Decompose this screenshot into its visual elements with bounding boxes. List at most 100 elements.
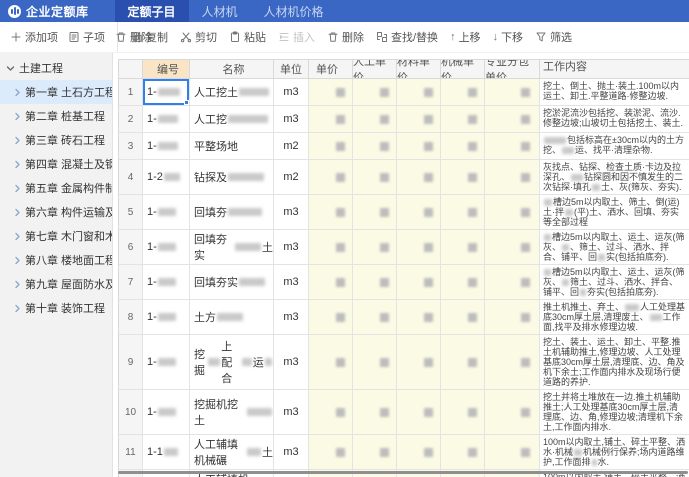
tree-item-chapter-3[interactable]: 第三章 砖石工程 (0, 128, 112, 152)
labor-price-cell[interactable] (353, 106, 397, 133)
labor-price-cell[interactable] (353, 265, 397, 300)
unit-price-cell[interactable] (309, 335, 353, 390)
unit-price-cell[interactable] (309, 435, 353, 470)
work-content-cell[interactable]: 槽边5m以内取土、运土、运灰(筛灰、 、筛土、过斗、洒水、拌合、铺平、回 实(包括拍… (540, 230, 689, 265)
column-header-0[interactable]: 编号 (143, 60, 190, 79)
tree-item-chapter-8[interactable]: 第八章 楼地面工程 (0, 248, 112, 272)
work-content-cell[interactable]: 槽边5m以内取土、筛土、倒(运)土·拌 (平)土、洒水、回填、夯实等全部过程 (540, 195, 689, 230)
material-price-cell[interactable] (397, 390, 441, 435)
subcontract-price-cell[interactable] (485, 79, 540, 106)
filter-button[interactable]: 筛选 (530, 26, 577, 48)
name-cell[interactable]: 挖掘机挖土 (190, 390, 274, 435)
subcontract-price-cell[interactable] (485, 265, 540, 300)
unit-cell[interactable]: m3 (274, 79, 309, 106)
row-number-cell[interactable]: 9 (119, 335, 143, 390)
work-content-cell[interactable]: 挖土并将土堆放在一边.推土机辅助推土;人工处理基底30cm厚土层,清理底、边、角… (540, 390, 689, 435)
machine-price-cell[interactable] (441, 133, 485, 160)
material-price-cell[interactable] (397, 435, 441, 470)
unit-cell[interactable]: m3 (274, 195, 309, 230)
row-number-cell[interactable]: 5 (119, 195, 143, 230)
labor-price-cell[interactable] (353, 435, 397, 470)
name-cell[interactable]: 挖掘 上配合运 (190, 335, 274, 390)
work-content-cell[interactable]: 挖土、倒土、抛土·装土.100m以内运土、卸土.平整道路·修整边坡. (540, 79, 689, 106)
code-cell[interactable]: 1-1 (143, 435, 190, 470)
name-cell[interactable]: 回填夯 (190, 195, 274, 230)
unit-cell[interactable]: m2 (274, 133, 309, 160)
column-header-5[interactable]: 材料单价 (397, 60, 441, 79)
code-cell[interactable]: 1- (143, 79, 190, 106)
move-down-button[interactable]: ↓ 下移 (488, 26, 529, 48)
row-number-cell[interactable]: 6 (119, 230, 143, 265)
unit-price-cell[interactable] (309, 390, 353, 435)
tree-item-chapter-7[interactable]: 第七章 木门窗和木结.. (0, 224, 112, 248)
name-cell[interactable]: 人工挖 (190, 106, 274, 133)
labor-price-cell[interactable] (353, 390, 397, 435)
labor-price-cell[interactable] (353, 133, 397, 160)
name-cell[interactable]: 人工挖土 (190, 79, 274, 106)
column-header-4[interactable]: 人工单价 (353, 60, 397, 79)
machine-price-cell[interactable] (441, 106, 485, 133)
name-cell[interactable]: 钻探及 (190, 160, 274, 195)
work-content-cell[interactable]: 挖淤泥流沙包括挖、装淤泥、流沙.修整边坡;山坡切土包括挖土、装土. (540, 106, 689, 133)
labor-price-cell[interactable] (353, 79, 397, 106)
find-replace-button[interactable]: 查找/替换 (371, 26, 443, 48)
labor-price-cell[interactable] (353, 335, 397, 390)
name-cell[interactable]: 土方 (190, 300, 274, 335)
unit-cell[interactable]: m3 (274, 390, 309, 435)
code-cell[interactable]: 1-2 (143, 160, 190, 195)
code-cell[interactable]: 1- (143, 300, 190, 335)
unit-price-cell[interactable] (309, 79, 353, 106)
code-cell[interactable]: 1- (143, 390, 190, 435)
unit-price-cell[interactable] (309, 133, 353, 160)
subcontract-price-cell[interactable] (485, 300, 540, 335)
tab-quota-subitems[interactable]: 定额子目 (114, 0, 189, 22)
column-header-6[interactable]: 机械单价 (441, 60, 485, 79)
name-cell[interactable]: 平整场地 (190, 133, 274, 160)
unit-price-cell[interactable] (309, 195, 353, 230)
code-cell[interactable]: 1- (143, 106, 190, 133)
unit-cell[interactable]: m3 (274, 435, 309, 470)
machine-price-cell[interactable] (441, 435, 485, 470)
add-child-item-button[interactable]: 子项 (63, 26, 110, 48)
machine-price-cell[interactable] (441, 79, 485, 106)
labor-price-cell[interactable] (353, 300, 397, 335)
work-content-cell[interactable]: 100m以内取土,铺土、碎土平整、洒水·机械碾压,机械例行保养;场内道路维护,工… (540, 470, 689, 477)
delete-row-button[interactable]: 删除 (322, 26, 369, 48)
machine-price-cell[interactable] (441, 195, 485, 230)
subcontract-price-cell[interactable] (485, 195, 540, 230)
column-header-1[interactable]: 名称 (190, 60, 274, 79)
cut-button[interactable]: 剪切 (175, 26, 222, 48)
tree-item-chapter-1[interactable]: 第一章 土石方工程 (0, 80, 112, 104)
name-cell[interactable]: 回填夯实 (190, 265, 274, 300)
row-number-cell[interactable]: 8 (119, 300, 143, 335)
work-content-cell[interactable]: 灰找点、钻探、检查土质·卡边及拉深孔、 钻探圆和因不慎发生的二次钻探·填孔 土、灰(… (540, 160, 689, 195)
horizontal-scrollbar[interactable] (118, 471, 688, 474)
unit-cell[interactable]: m3 (274, 265, 309, 300)
name-cell[interactable]: 人工辅填机械碾土 (190, 435, 274, 470)
tree-item-chapter-9[interactable]: 第九章 屋面防水及保.. (0, 272, 112, 296)
code-cell[interactable]: 1- (143, 195, 190, 230)
column-header-8[interactable]: 工作内容 (540, 60, 689, 79)
unit-price-cell[interactable] (309, 230, 353, 265)
machine-price-cell[interactable] (441, 335, 485, 390)
unit-cell[interactable]: m3 (274, 335, 309, 390)
tab-labor-material-machine[interactable]: 人材机 (201, 4, 238, 19)
subcontract-price-cell[interactable] (485, 106, 540, 133)
row-number-cell[interactable]: 2 (119, 106, 143, 133)
code-cell[interactable]: 1- (143, 335, 190, 390)
name-cell[interactable]: 回填夯实土 (190, 230, 274, 265)
work-content-cell[interactable]: 包括标高在±30cm以内的土方挖、 运、找平·清理杂物. (540, 133, 689, 160)
row-number-cell[interactable]: 7 (119, 265, 143, 300)
row-number-cell[interactable]: 3 (119, 133, 143, 160)
machine-price-cell[interactable] (441, 300, 485, 335)
tree-item-chapter-5[interactable]: 第五章 金属构件制作.. (0, 176, 112, 200)
material-price-cell[interactable] (397, 133, 441, 160)
column-header-3[interactable]: 单价 (309, 60, 353, 79)
machine-price-cell[interactable] (441, 230, 485, 265)
subcontract-price-cell[interactable] (485, 230, 540, 265)
machine-price-cell[interactable] (441, 390, 485, 435)
column-header-2[interactable]: 单位 (274, 60, 309, 79)
tree-item-chapter-2[interactable]: 第二章 桩基工程 (0, 104, 112, 128)
material-price-cell[interactable] (397, 335, 441, 390)
unit-price-cell[interactable] (309, 300, 353, 335)
